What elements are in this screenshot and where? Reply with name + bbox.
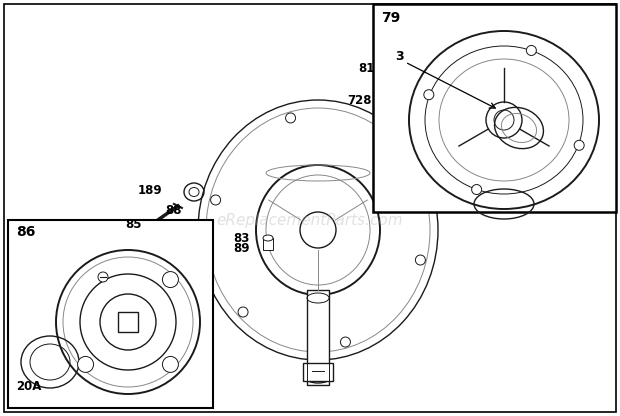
Text: 81: 81 <box>358 62 374 74</box>
Text: 79: 79 <box>381 11 401 25</box>
Circle shape <box>211 195 221 205</box>
Text: 88: 88 <box>166 203 182 216</box>
Text: 728: 728 <box>348 94 372 106</box>
Bar <box>263 238 273 250</box>
Circle shape <box>78 357 94 372</box>
Bar <box>8 220 213 408</box>
Circle shape <box>286 113 296 123</box>
Text: 85: 85 <box>125 218 141 230</box>
Bar <box>307 290 329 385</box>
Circle shape <box>162 357 179 372</box>
Ellipse shape <box>263 235 273 241</box>
Ellipse shape <box>305 371 331 383</box>
Circle shape <box>238 307 248 317</box>
Ellipse shape <box>307 293 329 303</box>
Text: eReplacementParts.com: eReplacementParts.com <box>216 213 404 228</box>
Text: 83: 83 <box>233 231 249 245</box>
Ellipse shape <box>256 165 380 295</box>
Text: 89: 89 <box>234 242 250 255</box>
Circle shape <box>388 143 398 153</box>
Circle shape <box>162 272 179 287</box>
Text: 86: 86 <box>16 225 35 239</box>
Bar <box>303 363 333 381</box>
Circle shape <box>98 272 108 282</box>
Ellipse shape <box>411 59 419 69</box>
Circle shape <box>424 90 434 100</box>
Ellipse shape <box>397 64 415 76</box>
Text: 20A: 20A <box>16 380 42 393</box>
Circle shape <box>574 140 584 150</box>
Ellipse shape <box>393 59 401 69</box>
Bar <box>373 4 616 212</box>
Circle shape <box>526 45 536 55</box>
Text: 3: 3 <box>395 50 404 63</box>
Circle shape <box>415 255 425 265</box>
Circle shape <box>472 185 482 195</box>
Circle shape <box>340 337 350 347</box>
Text: 189: 189 <box>138 183 162 196</box>
Circle shape <box>300 212 336 248</box>
